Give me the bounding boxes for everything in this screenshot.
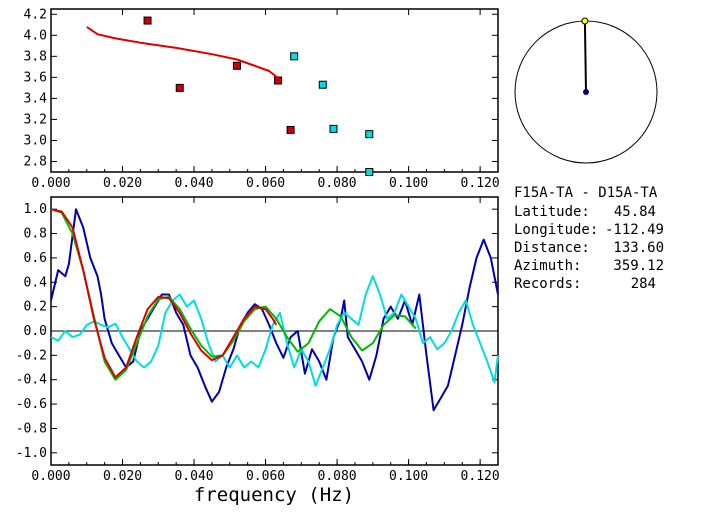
top-data-point [365,168,374,176]
top-data-point [318,80,327,89]
correlation-line-plot: 0.000 0.020 0.040 0.060 0.080 0.100 0.120 1.0 0.… [16,196,500,506]
distance-label: Distance: [514,240,590,256]
azimuth-needle [583,20,587,93]
top-x-tick-label: 0.000 [31,176,70,191]
bottom-y-tick-label: 0.6 [24,251,47,266]
bottom-x-tick-label: 0.040 [174,469,213,484]
dispersion-scatter-plot: 0.000 0.020 0.040 0.060 0.080 0.100 0.120 4.2 4.… [24,7,500,191]
bottom-y-tick-label: -0.6 [16,397,47,412]
x-axis-label: frequency (Hz) [194,484,354,506]
bottom-y-tick-label: -0.8 [16,421,47,436]
top-series-line-2 [86,26,281,81]
top-data-point [286,125,295,134]
records-value: 284 [631,276,656,292]
top-x-tick-label: 0.040 [174,176,213,191]
top-plot-frame [50,8,499,173]
bottom-x-tick-label: 0.060 [246,469,285,484]
top-x-tick-label: 0.120 [461,176,500,191]
azimuth-compass [514,17,658,164]
bottom-y-tick-label: -1.0 [16,446,47,461]
bottom-y-tick-label: 0.4 [24,275,48,290]
bottom-y-tick-label: 0.8 [24,227,47,242]
top-y-tick-label: 2.8 [24,154,47,169]
top-y-tick-label: 4.2 [24,7,47,22]
latitude-label: Latitude: [514,204,590,220]
distance-value: 133.60 [613,240,664,256]
bottom-x-tick-label: 0.000 [31,469,70,484]
station-pair-title: F15A-TA - D15A-TA [514,185,658,201]
station-marker-icon [581,17,589,25]
top-y-tick-label: 3.4 [24,91,48,106]
top-x-tick-label: 0.080 [318,176,357,191]
bottom-y-tick-label: 1.0 [24,202,47,217]
top-data-point [365,130,374,139]
center-dot-icon [583,89,589,95]
bottom-x-tick-label: 0.020 [103,469,142,484]
longitude-label: Longitude: [514,222,598,238]
top-y-tick-label: 3.6 [24,70,47,85]
top-y-tick-label: 3.0 [24,133,47,148]
bottom-series-line-2 [50,208,417,381]
bottom-x-tick-label: 0.120 [461,469,500,484]
bottom-y-tick-label: -0.2 [16,348,47,363]
bottom-series-line-3 [50,208,278,379]
azimuth-label: Azimuth: [514,258,581,274]
station-info-panel: F15A-TA - D15A-TA Latitude: 45.84 Longit… [514,185,664,292]
azimuth-value: 359.12 [613,258,664,274]
top-x-tick-label: 0.100 [389,176,428,191]
top-y-tick-label: 3.2 [24,112,47,127]
top-data-point [175,83,184,92]
bottom-series-line-0 [50,208,499,412]
records-label: Records: [514,276,581,292]
bottom-x-tick-label: 0.100 [389,469,428,484]
longitude-value: -112.49 [605,222,664,238]
top-data-point [329,124,338,133]
top-x-tick-label: 0.060 [246,176,285,191]
bottom-x-tick-label: 0.080 [318,469,357,484]
top-data-point [143,16,152,25]
top-y-tick-label: 4.0 [24,28,47,43]
bottom-y-tick-label: -0.4 [16,373,47,388]
top-y-tick-label: 3.8 [24,49,47,64]
bottom-y-tick-label: 0.0 [24,324,47,339]
top-data-point [290,52,299,61]
bottom-y-tick-label: 0.2 [24,300,47,315]
latitude-value: 45.84 [614,204,656,220]
top-data-point [232,61,241,70]
top-x-tick-label: 0.020 [103,176,142,191]
